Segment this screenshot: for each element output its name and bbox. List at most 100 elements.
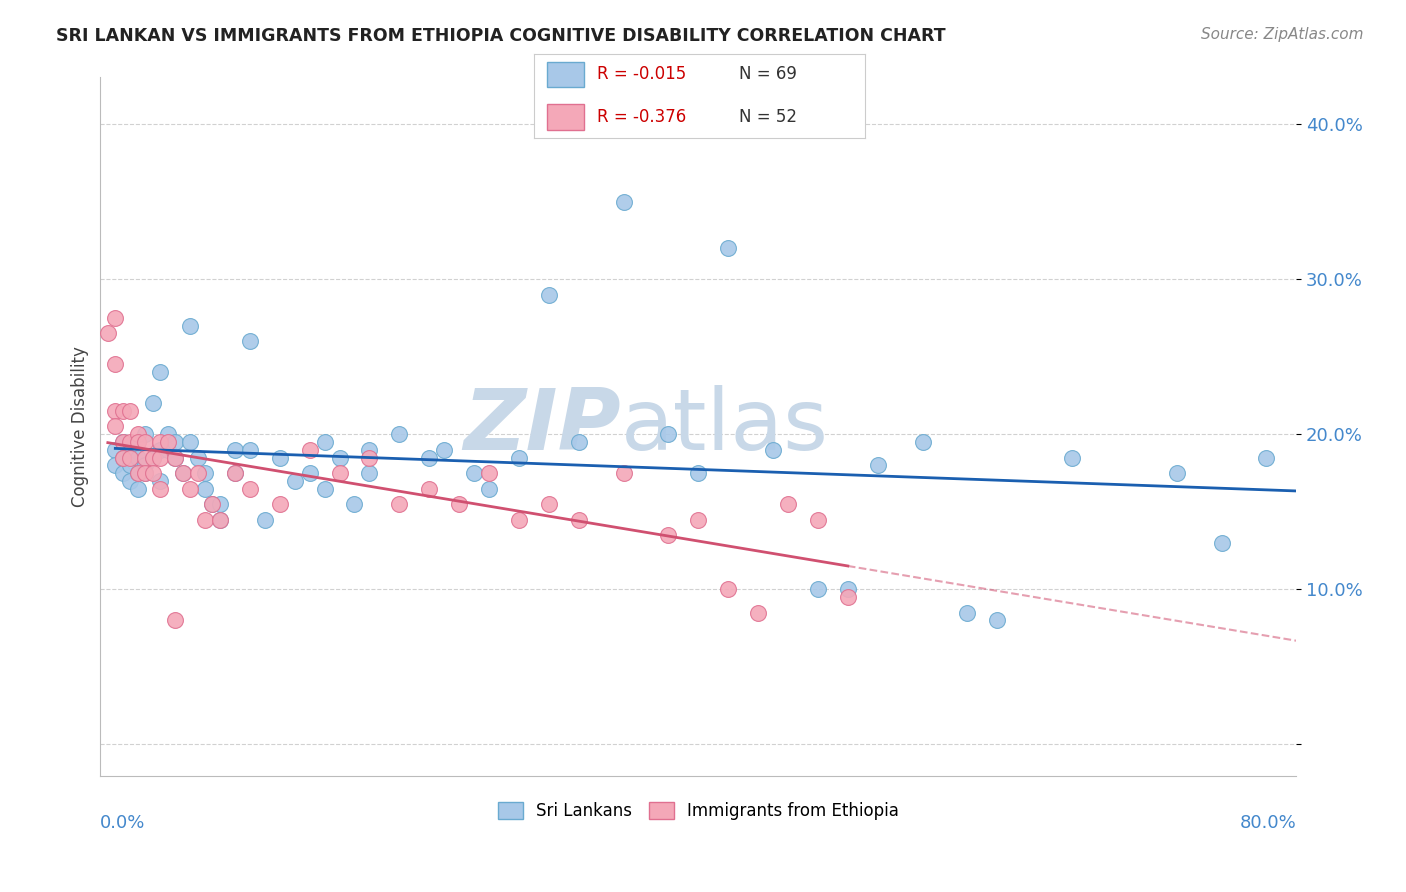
Point — [478, 466, 501, 480]
Point — [298, 442, 321, 457]
Point — [142, 396, 165, 410]
Point — [134, 466, 156, 480]
Point — [201, 497, 224, 511]
Point — [568, 435, 591, 450]
Point — [149, 435, 172, 450]
Text: N = 69: N = 69 — [740, 65, 797, 83]
Point — [208, 497, 231, 511]
Point — [194, 482, 217, 496]
Point — [314, 482, 336, 496]
Point — [104, 442, 127, 457]
Text: N = 52: N = 52 — [740, 108, 797, 126]
Point — [449, 497, 471, 511]
Point — [120, 474, 142, 488]
Point — [298, 466, 321, 480]
Text: R = -0.015: R = -0.015 — [598, 65, 686, 83]
Point — [1166, 466, 1188, 480]
Point — [568, 512, 591, 526]
Point — [418, 450, 440, 465]
Point — [149, 442, 172, 457]
Point — [165, 613, 187, 627]
Y-axis label: Cognitive Disability: Cognitive Disability — [72, 346, 89, 507]
Point — [463, 466, 485, 480]
Point — [127, 435, 149, 450]
Point — [104, 458, 127, 473]
Point — [120, 435, 142, 450]
Point — [837, 590, 859, 604]
Point — [537, 287, 560, 301]
Point — [239, 482, 262, 496]
Point — [134, 435, 156, 450]
Point — [208, 512, 231, 526]
Point — [120, 458, 142, 473]
Point — [127, 427, 149, 442]
Text: R = -0.376: R = -0.376 — [598, 108, 686, 126]
Point — [762, 442, 785, 457]
Point — [837, 582, 859, 597]
FancyBboxPatch shape — [547, 62, 583, 87]
Point — [208, 512, 231, 526]
Point — [149, 482, 172, 496]
Point — [111, 450, 134, 465]
Point — [142, 450, 165, 465]
Point — [776, 497, 799, 511]
Point — [186, 450, 208, 465]
Text: atlas: atlas — [620, 385, 828, 468]
Point — [359, 442, 381, 457]
Point — [127, 466, 149, 480]
Point — [149, 450, 172, 465]
Point — [194, 466, 217, 480]
Point — [104, 358, 127, 372]
Point — [807, 512, 830, 526]
Point — [179, 318, 201, 333]
Point — [478, 482, 501, 496]
Point — [127, 482, 149, 496]
Point — [537, 497, 560, 511]
Point — [165, 450, 187, 465]
Point — [1211, 536, 1233, 550]
Point — [359, 450, 381, 465]
Point — [111, 466, 134, 480]
Point — [269, 497, 291, 511]
FancyBboxPatch shape — [547, 104, 583, 130]
Point — [239, 442, 262, 457]
Point — [328, 450, 350, 465]
Point — [807, 582, 830, 597]
Point — [134, 427, 156, 442]
Point — [239, 334, 262, 348]
Point — [172, 466, 194, 480]
Point — [328, 466, 350, 480]
Point — [657, 427, 679, 442]
Point — [224, 466, 246, 480]
Point — [866, 458, 889, 473]
Point — [127, 466, 149, 480]
Point — [97, 326, 120, 341]
Point — [613, 466, 636, 480]
Point — [747, 606, 769, 620]
Point — [172, 466, 194, 480]
Point — [986, 613, 1008, 627]
Point — [224, 442, 246, 457]
Point — [104, 310, 127, 325]
Text: 0.0%: 0.0% — [100, 814, 146, 832]
Point — [911, 435, 934, 450]
Point — [284, 474, 307, 488]
Point — [433, 442, 456, 457]
Text: ZIP: ZIP — [463, 385, 620, 468]
Point — [156, 435, 179, 450]
Text: SRI LANKAN VS IMMIGRANTS FROM ETHIOPIA COGNITIVE DISABILITY CORRELATION CHART: SRI LANKAN VS IMMIGRANTS FROM ETHIOPIA C… — [56, 27, 946, 45]
Point — [508, 450, 530, 465]
Text: Source: ZipAtlas.com: Source: ZipAtlas.com — [1201, 27, 1364, 42]
Point — [956, 606, 979, 620]
Point — [194, 512, 217, 526]
Point — [717, 241, 740, 255]
Point — [142, 450, 165, 465]
Point — [186, 466, 208, 480]
Point — [717, 582, 740, 597]
Point — [688, 512, 710, 526]
Point — [111, 435, 134, 450]
Legend: Sri Lankans, Immigrants from Ethiopia: Sri Lankans, Immigrants from Ethiopia — [491, 795, 905, 827]
Point — [156, 427, 179, 442]
Text: 80.0%: 80.0% — [1240, 814, 1296, 832]
Point — [314, 435, 336, 450]
